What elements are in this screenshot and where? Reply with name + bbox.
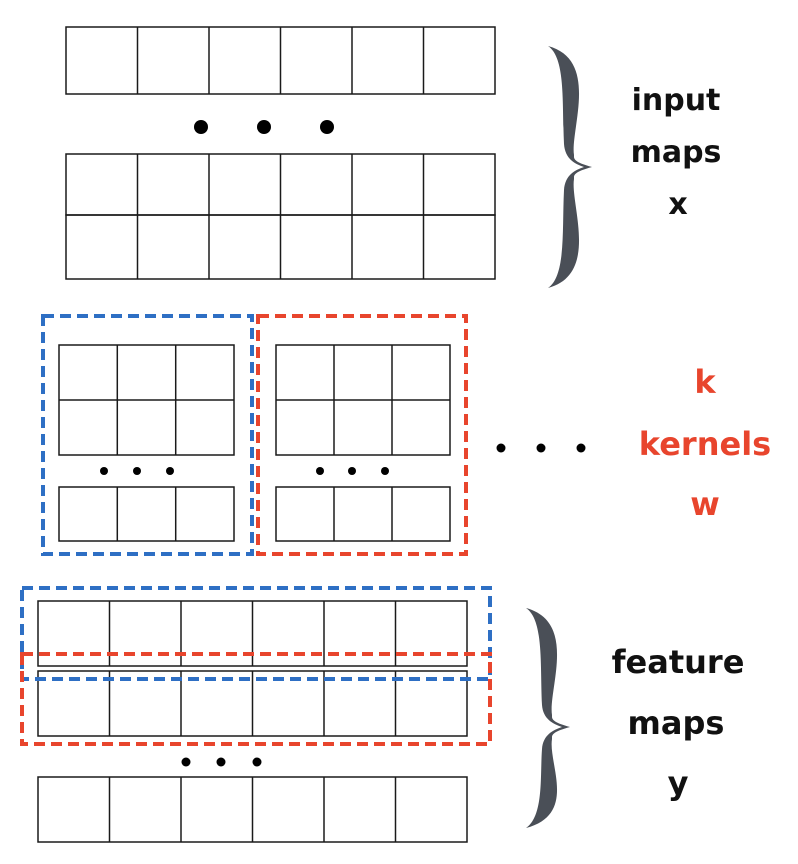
input-map-row [65, 26, 496, 95]
kernels-label-line1: k [694, 363, 716, 401]
ellipsis-dots [100, 467, 174, 475]
feature-maps: feature maps y [20, 586, 745, 843]
input-label-line1: input [632, 83, 721, 118]
kernels-label-line3: w [690, 485, 720, 523]
input-maps: input maps x [65, 26, 722, 288]
ellipsis-dots [181, 757, 262, 767]
input-label-line2: maps [631, 135, 722, 170]
feature-map-row [37, 600, 468, 667]
feature-highlight-red [20, 652, 492, 746]
ellipsis-dots [194, 120, 334, 134]
curly-brace [548, 46, 592, 288]
input-label-line3: x [668, 187, 687, 222]
input-map-row [65, 153, 496, 216]
feature-label-line1: feature [612, 643, 745, 681]
feature-map-row [37, 776, 468, 843]
kernels: k kernels w [41, 314, 771, 556]
kernel-highlight-red [256, 314, 468, 556]
feature-label-line3: y [668, 764, 689, 802]
feature-map-row [37, 670, 468, 737]
ellipsis-dots [316, 467, 389, 475]
kernel-2 [256, 314, 468, 556]
kernel-highlight-blue [41, 314, 254, 556]
curly-brace [526, 608, 570, 828]
feature-highlight-blue [20, 586, 492, 681]
ellipsis-dots [496, 443, 586, 453]
input-map-row [65, 214, 496, 280]
kernels-label-line2: kernels [639, 425, 771, 463]
kernel-1 [41, 314, 254, 556]
feature-label-line2: maps [628, 704, 725, 742]
